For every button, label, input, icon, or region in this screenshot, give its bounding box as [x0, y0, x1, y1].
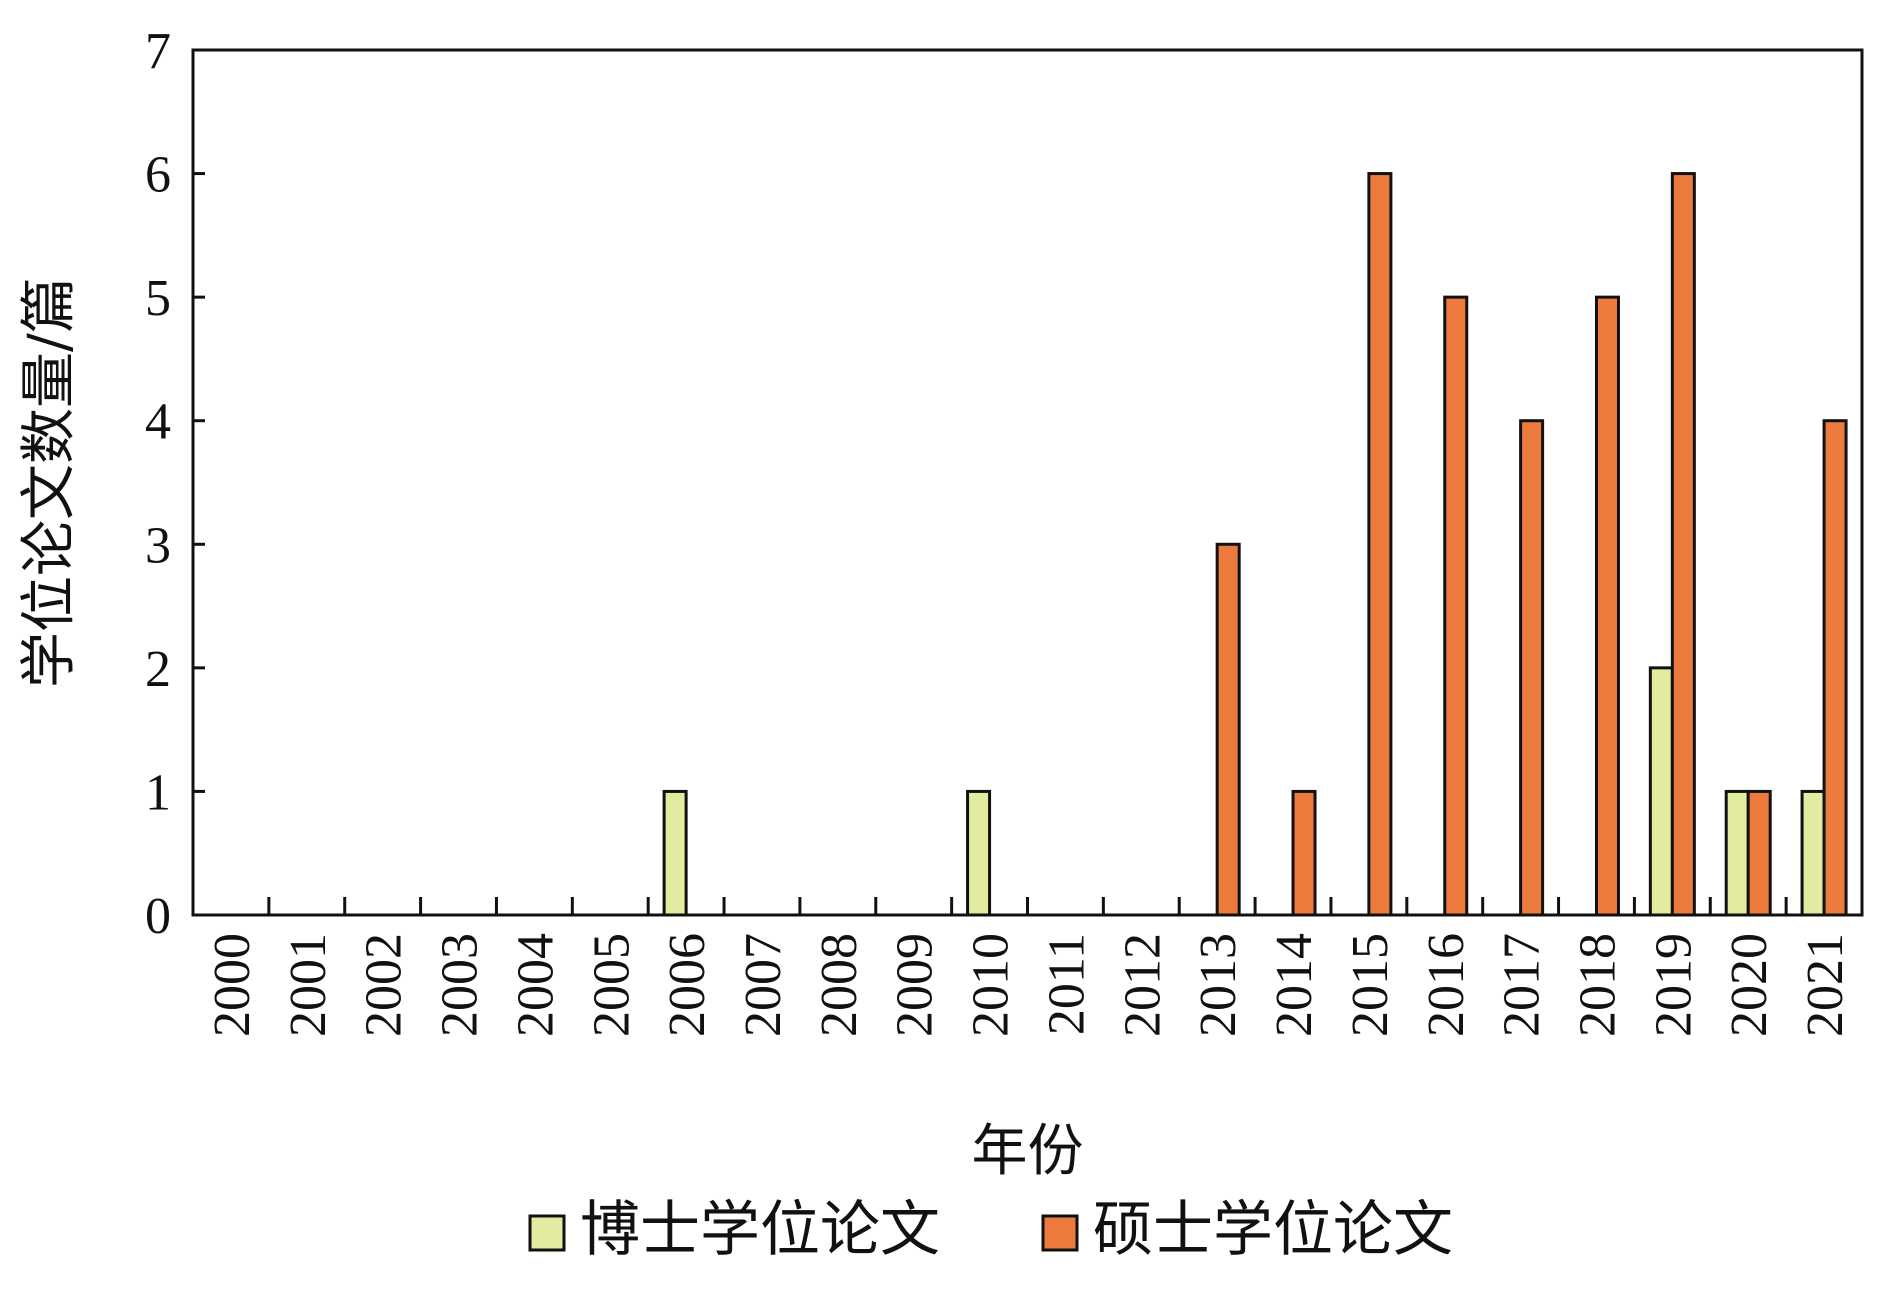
legend-swatch-doctoral — [528, 1214, 566, 1252]
y-tick-label: 3 — [145, 517, 171, 574]
x-tick-label: 2021 — [1797, 933, 1854, 1037]
bar-masters-2015 — [1367, 172, 1393, 917]
x-axis-title: 年份 — [972, 1119, 1084, 1184]
x-tick-label: 2001 — [280, 933, 337, 1037]
x-tick-label: 2008 — [811, 933, 868, 1037]
bar-doctoral-2019 — [1648, 666, 1674, 917]
bars-layer — [662, 172, 1848, 917]
bar-doctoral-2021 — [1800, 789, 1826, 917]
x-tick-label: 2016 — [1418, 933, 1475, 1037]
x-tick-label: 2000 — [204, 933, 261, 1037]
bar-masters-2013 — [1215, 542, 1241, 917]
x-tick-label: 2009 — [887, 933, 944, 1037]
legend: 博士学位论文 硕士学位论文 — [528, 1195, 1453, 1265]
y-tick-label: 4 — [145, 394, 171, 451]
bar-masters-2021 — [1822, 419, 1848, 917]
x-tick-label: 2015 — [1342, 933, 1399, 1037]
y-tick-label: 7 — [145, 23, 171, 80]
bar-masters-2016 — [1443, 295, 1469, 917]
x-tick-label: 2019 — [1645, 933, 1702, 1037]
bar-doctoral-2006 — [662, 789, 688, 917]
x-tick-label: 2010 — [963, 933, 1020, 1037]
x-tick-label: 2011 — [1038, 933, 1095, 1035]
y-axis-title: 学位论文数量/篇 — [17, 277, 82, 688]
legend-label-doctoral: 博士学位论文 — [580, 1195, 940, 1265]
legend-label-masters: 硕士学位论文 — [1093, 1195, 1453, 1265]
y-tick-label: 6 — [145, 147, 171, 204]
x-axis: 2000 2001 2002 2003 2004 2005 2006 2007 2008 2009… — [204, 897, 1854, 1037]
x-tick-label: 2012 — [1114, 933, 1171, 1037]
x-tick-label: 2017 — [1494, 933, 1551, 1037]
legend-swatch-masters — [1041, 1214, 1079, 1252]
x-tick-label: 2005 — [583, 933, 640, 1037]
x-tick-label: 2013 — [1190, 933, 1247, 1037]
bar-masters-2019 — [1670, 172, 1696, 917]
x-tick-label: 2018 — [1569, 933, 1626, 1037]
bar-masters-2017 — [1519, 419, 1545, 917]
bar-masters-2018 — [1594, 295, 1620, 917]
x-tick-label: 2002 — [356, 933, 413, 1037]
y-tick-label: 0 — [145, 888, 171, 945]
x-tick-label: 2006 — [659, 933, 716, 1037]
y-tick-label: 1 — [145, 764, 171, 821]
x-tick-label: 2007 — [735, 933, 792, 1037]
x-tick-label: 2004 — [507, 933, 564, 1037]
bar-masters-2014 — [1291, 789, 1317, 917]
x-tick-label: 2020 — [1721, 933, 1778, 1037]
x-tick-label: 2003 — [432, 933, 489, 1037]
x-tick-label: 2014 — [1266, 933, 1323, 1037]
y-tick-label: 2 — [145, 641, 171, 698]
y-axis: 0 1 2 3 4 5 6 7 — [145, 23, 205, 945]
bar-doctoral-2020 — [1724, 789, 1750, 917]
bar-doctoral-2010 — [966, 789, 992, 917]
bar-masters-2020 — [1746, 789, 1772, 917]
y-tick-label: 5 — [145, 270, 171, 327]
